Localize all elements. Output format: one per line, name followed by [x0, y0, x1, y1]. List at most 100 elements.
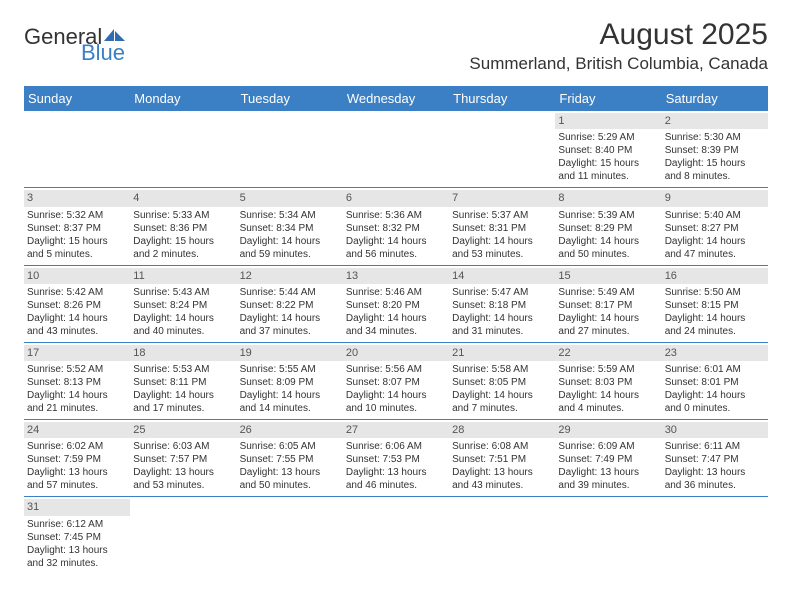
sunset-text: Sunset: 8:20 PM: [346, 299, 446, 312]
day-cell: [24, 111, 130, 187]
day-cell: 27Sunrise: 6:06 AMSunset: 7:53 PMDayligh…: [343, 420, 449, 496]
day-number: 31: [24, 499, 130, 515]
daylight-text: and 32 minutes.: [27, 557, 127, 570]
day-cell: 15Sunrise: 5:49 AMSunset: 8:17 PMDayligh…: [555, 266, 661, 342]
day-number: 5: [237, 190, 343, 206]
daylight-text: and 43 minutes.: [452, 479, 552, 492]
sunrise-text: Sunrise: 5:59 AM: [558, 363, 658, 376]
daylight-text: Daylight: 14 hours: [452, 235, 552, 248]
day-cell: 8Sunrise: 5:39 AMSunset: 8:29 PMDaylight…: [555, 188, 661, 264]
title-block: August 2025 Summerland, British Columbia…: [469, 18, 768, 74]
daylight-text: and 24 minutes.: [665, 325, 765, 338]
sunrise-text: Sunrise: 6:09 AM: [558, 440, 658, 453]
daylight-text: and 10 minutes.: [346, 402, 446, 415]
day-cell: 6 Sunrise: 5:36 AMSunset: 8:32 PMDaylight…: [343, 188, 449, 264]
week-row: 3Sunrise: 5:32 AMSunset: 8:37 PMDaylight…: [24, 188, 768, 265]
day-number: 24: [24, 422, 130, 438]
day-cell: 24Sunrise: 6:02 AMSunset: 7:59 PMDayligh…: [24, 420, 130, 496]
sunset-text: Sunset: 8:24 PM: [133, 299, 233, 312]
sunrise-text: Sunrise: 6:12 AM: [27, 518, 127, 531]
day-number: [343, 113, 449, 129]
sunrise-text: Sunrise: 5:44 AM: [240, 286, 340, 299]
day-number: [449, 499, 555, 515]
day-cell: [130, 497, 236, 573]
sunset-text: Sunset: 8:36 PM: [133, 222, 233, 235]
daylight-text: Daylight: 14 hours: [665, 235, 765, 248]
daylight-text: Daylight: 14 hours: [133, 312, 233, 325]
sunrise-text: Sunrise: 5:47 AM: [452, 286, 552, 299]
daylight-text: Daylight: 14 hours: [27, 312, 127, 325]
daylight-text: Daylight: 14 hours: [240, 389, 340, 402]
sunrise-text: Sunrise: 5:56 AM: [346, 363, 446, 376]
daylight-text: Daylight: 13 hours: [27, 466, 127, 479]
sunrise-text: Sunrise: 6:11 AM: [665, 440, 765, 453]
day-number: [237, 113, 343, 129]
daylight-text: Daylight: 14 hours: [27, 389, 127, 402]
daylight-text: Daylight: 14 hours: [558, 389, 658, 402]
sunrise-text: Sunrise: 5:34 AM: [240, 209, 340, 222]
sunset-text: Sunset: 8:27 PM: [665, 222, 765, 235]
day-cell: 18Sunrise: 5:53 AMSunset: 8:11 PMDayligh…: [130, 343, 236, 419]
sunset-text: Sunset: 8:37 PM: [27, 222, 127, 235]
daylight-text: and 50 minutes.: [558, 248, 658, 261]
day-number: [662, 499, 768, 515]
sunrise-text: Sunrise: 5:32 AM: [27, 209, 127, 222]
day-header-cell: Thursday: [449, 86, 555, 111]
sunset-text: Sunset: 8:22 PM: [240, 299, 340, 312]
day-number: [130, 113, 236, 129]
day-number: 6: [343, 190, 449, 206]
daylight-text: and 39 minutes.: [558, 479, 658, 492]
daylight-text: and 4 minutes.: [558, 402, 658, 415]
sunset-text: Sunset: 8:40 PM: [558, 144, 658, 157]
day-number: 26: [237, 422, 343, 438]
logo: General Blue: [24, 24, 126, 50]
sunset-text: Sunset: 8:07 PM: [346, 376, 446, 389]
sunrise-text: Sunrise: 5:49 AM: [558, 286, 658, 299]
daylight-text: Daylight: 15 hours: [133, 235, 233, 248]
sunset-text: Sunset: 8:15 PM: [665, 299, 765, 312]
sunrise-text: Sunrise: 5:50 AM: [665, 286, 765, 299]
daylight-text: and 53 minutes.: [452, 248, 552, 261]
daylight-text: Daylight: 13 hours: [558, 466, 658, 479]
day-header-cell: Tuesday: [237, 86, 343, 111]
daylight-text: and 46 minutes.: [346, 479, 446, 492]
sunrise-text: Sunrise: 5:55 AM: [240, 363, 340, 376]
daylight-text: and 53 minutes.: [133, 479, 233, 492]
sunrise-text: Sunrise: 5:29 AM: [558, 131, 658, 144]
daylight-text: and 34 minutes.: [346, 325, 446, 338]
day-number: 23: [662, 345, 768, 361]
sunrise-text: Sunrise: 5:43 AM: [133, 286, 233, 299]
day-cell: 5Sunrise: 5:34 AMSunset: 8:34 PMDaylight…: [237, 188, 343, 264]
day-cell: 7Sunrise: 5:37 AMSunset: 8:31 PMDaylight…: [449, 188, 555, 264]
day-number: 4: [130, 190, 236, 206]
daylight-text: and 7 minutes.: [452, 402, 552, 415]
day-number: [555, 499, 661, 515]
day-cell: 11Sunrise: 5:43 AMSunset: 8:24 PMDayligh…: [130, 266, 236, 342]
day-number: 28: [449, 422, 555, 438]
daylight-text: and 50 minutes.: [240, 479, 340, 492]
day-number: 29: [555, 422, 661, 438]
sunrise-text: Sunrise: 5:36 AM: [346, 209, 446, 222]
sunset-text: Sunset: 8:32 PM: [346, 222, 446, 235]
daylight-text: Daylight: 15 hours: [27, 235, 127, 248]
daylight-text: Daylight: 13 hours: [133, 466, 233, 479]
sunrise-text: Sunrise: 5:39 AM: [558, 209, 658, 222]
daylight-text: and 31 minutes.: [452, 325, 552, 338]
daylight-text: and 8 minutes.: [665, 170, 765, 183]
day-cell: 9Sunrise: 5:40 AMSunset: 8:27 PMDaylight…: [662, 188, 768, 264]
daylight-text: and 47 minutes.: [665, 248, 765, 261]
daylight-text: Daylight: 13 hours: [240, 466, 340, 479]
day-cell: 30Sunrise: 6:11 AMSunset: 7:47 PMDayligh…: [662, 420, 768, 496]
week-row: 10Sunrise: 5:42 AMSunset: 8:26 PMDayligh…: [24, 266, 768, 343]
day-number: 13: [343, 268, 449, 284]
daylight-text: and 57 minutes.: [27, 479, 127, 492]
day-number: 15: [555, 268, 661, 284]
day-cell: [555, 497, 661, 573]
daylight-text: Daylight: 14 hours: [240, 235, 340, 248]
day-header-cell: Friday: [555, 86, 661, 111]
logo-blue: Blue: [81, 40, 125, 66]
daylight-text: Daylight: 14 hours: [346, 235, 446, 248]
day-number: [449, 113, 555, 129]
daylight-text: and 36 minutes.: [665, 479, 765, 492]
day-number: 14: [449, 268, 555, 284]
